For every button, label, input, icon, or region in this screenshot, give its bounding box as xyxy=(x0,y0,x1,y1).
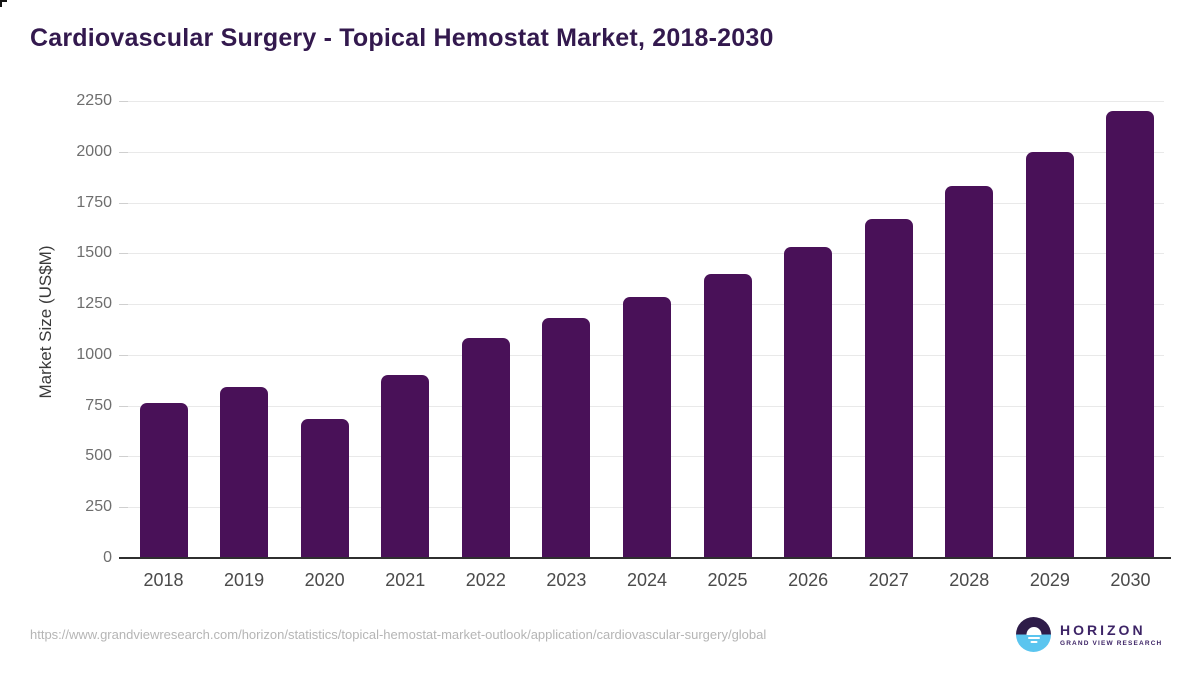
y-tick-mark-1750 xyxy=(119,202,128,204)
x-tick-label-2029: 2029 xyxy=(1029,570,1070,590)
y-tick-label-1750: 1750 xyxy=(76,193,112,211)
x-tick-label-2030: 2030 xyxy=(1110,570,1151,590)
gridline-1750 xyxy=(128,202,1164,204)
source-url: https://www.grandviewresearch.com/horizo… xyxy=(30,627,767,642)
bar-2021[interactable] xyxy=(381,375,430,558)
y-tick-label-750: 750 xyxy=(85,396,112,414)
bar-2020[interactable] xyxy=(300,418,349,558)
y-tick-label-250: 250 xyxy=(85,498,112,516)
x-tick-label-2023: 2023 xyxy=(546,570,587,590)
horizon-logo: HORIZON GRAND VIEW RESEARCH xyxy=(1016,617,1162,652)
y-tick-mark-2000 xyxy=(119,151,128,153)
y-tick-mark-250 xyxy=(119,507,128,509)
bar-2025[interactable] xyxy=(703,273,752,558)
gridline-2250 xyxy=(128,101,1164,102)
y-tick-mark-750 xyxy=(119,405,128,407)
sun-reflection-line xyxy=(1030,640,1037,643)
bar-2018[interactable] xyxy=(139,402,188,558)
y-axis-title: Market Size (US$M) xyxy=(36,245,55,399)
bar-2026[interactable] xyxy=(784,247,833,558)
gridline-2000 xyxy=(128,151,1164,153)
y-tick-mark-2250 xyxy=(119,101,128,102)
corner-artifact xyxy=(0,0,7,7)
y-tick-mark-1250 xyxy=(119,304,128,306)
bar-2023[interactable] xyxy=(542,318,591,558)
x-tick-label-2022: 2022 xyxy=(465,570,506,590)
x-tick-label-2020: 2020 xyxy=(304,570,345,590)
y-tick-label-1000: 1000 xyxy=(76,345,112,363)
y-tick-label-1500: 1500 xyxy=(76,244,112,262)
gridline-1500 xyxy=(128,253,1164,255)
bar-2019[interactable] xyxy=(220,387,269,558)
x-tick-label-2027: 2027 xyxy=(868,570,909,590)
x-tick-label-2021: 2021 xyxy=(385,570,426,590)
sun-reflection-line xyxy=(1027,636,1040,639)
logo-subtitle: GRAND VIEW RESEARCH xyxy=(1060,640,1163,647)
y-tick-label-1250: 1250 xyxy=(76,295,112,313)
y-tick-label-2000: 2000 xyxy=(76,142,112,160)
x-tick-label-2026: 2026 xyxy=(788,570,829,590)
sun-icon xyxy=(1026,627,1041,635)
horizon-sun-icon xyxy=(1016,617,1051,652)
bar-2027[interactable] xyxy=(864,218,913,558)
x-tick-label-2018: 2018 xyxy=(143,570,184,590)
chart-title: Cardiovascular Surgery - Topical Hemosta… xyxy=(30,24,774,52)
x-tick-label-2028: 2028 xyxy=(949,570,990,590)
y-tick-mark-500 xyxy=(119,456,128,458)
bar-chart-plot-area xyxy=(128,101,1164,558)
y-tick-mark-1000 xyxy=(119,354,128,356)
x-axis-line xyxy=(119,557,1171,559)
y-tick-label-0: 0 xyxy=(103,549,112,566)
y-tick-label-2250: 2250 xyxy=(76,92,112,109)
y-tick-label-500: 500 xyxy=(85,447,112,465)
logo-name: HORIZON xyxy=(1060,622,1146,638)
y-tick-mark-1500 xyxy=(119,253,128,255)
bar-2022[interactable] xyxy=(461,337,510,558)
logo-text-block: HORIZON GRAND VIEW RESEARCH xyxy=(1060,622,1162,647)
x-tick-label-2025: 2025 xyxy=(707,570,748,590)
bar-2030[interactable] xyxy=(1106,111,1155,558)
x-tick-label-2019: 2019 xyxy=(224,570,265,590)
bar-2028[interactable] xyxy=(945,186,994,558)
bar-2024[interactable] xyxy=(622,297,671,558)
x-tick-label-2024: 2024 xyxy=(626,570,667,590)
bar-2029[interactable] xyxy=(1025,151,1074,558)
